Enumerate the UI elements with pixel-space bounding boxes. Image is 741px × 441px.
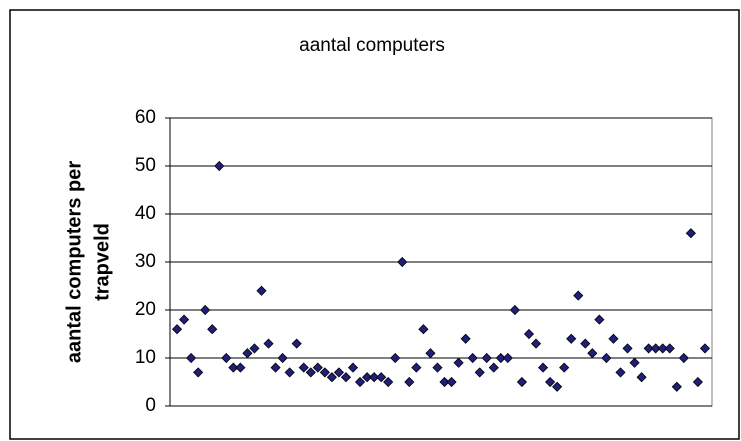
data-point xyxy=(277,352,288,364)
data-point xyxy=(636,372,647,383)
data-point xyxy=(559,362,570,373)
data-point xyxy=(235,362,246,373)
data-point xyxy=(312,362,323,373)
data-point xyxy=(221,352,232,364)
data-point xyxy=(545,376,556,388)
data-point xyxy=(580,338,591,349)
data-point xyxy=(347,362,359,373)
data-point xyxy=(594,314,605,325)
data-point xyxy=(453,357,464,368)
data-point xyxy=(608,333,619,344)
data-point xyxy=(193,367,204,378)
data-point xyxy=(678,352,689,364)
y-tick-label: 30 xyxy=(135,251,156,272)
data-point xyxy=(573,290,584,301)
data-point xyxy=(228,362,239,373)
data-point xyxy=(425,348,436,359)
data-point xyxy=(601,352,612,364)
data-point xyxy=(657,343,668,354)
data-point xyxy=(249,343,260,354)
data-point xyxy=(523,328,535,340)
data-point xyxy=(369,372,380,383)
data-point xyxy=(256,285,267,296)
data-point xyxy=(298,362,309,373)
data-point xyxy=(340,372,352,383)
data-point xyxy=(566,333,577,344)
data-point xyxy=(179,314,190,325)
data-point xyxy=(207,324,218,335)
y-tick-label: 20 xyxy=(135,299,156,320)
data-point xyxy=(664,343,675,354)
data-point xyxy=(333,367,345,378)
data-point xyxy=(319,367,330,378)
y-tick-label: 10 xyxy=(135,347,156,368)
data-point xyxy=(467,352,478,364)
data-point xyxy=(650,343,661,354)
data-point xyxy=(495,352,506,364)
y-tick-label: 60 xyxy=(135,107,156,128)
data-point xyxy=(699,343,711,354)
data-point xyxy=(284,367,295,378)
data-point xyxy=(622,343,633,354)
data-point xyxy=(383,376,394,388)
data-point xyxy=(214,160,225,172)
data-point xyxy=(362,372,373,383)
data-point xyxy=(171,324,183,335)
data-point xyxy=(629,357,640,368)
data-point xyxy=(242,348,253,359)
data-point xyxy=(643,343,654,354)
data-point xyxy=(270,362,281,373)
data-point xyxy=(488,362,499,373)
y-tick-label: 50 xyxy=(135,155,156,176)
data-point xyxy=(587,348,598,359)
data-point xyxy=(186,352,197,364)
data-point xyxy=(502,352,513,364)
y-tick-label: 0 xyxy=(145,395,156,416)
data-point xyxy=(481,352,492,364)
data-point xyxy=(397,256,408,268)
data-point xyxy=(432,362,443,373)
data-point xyxy=(305,367,316,378)
data-point xyxy=(552,381,563,392)
data-point xyxy=(685,228,696,239)
data-point xyxy=(376,372,387,383)
data-point xyxy=(439,376,450,388)
data-point xyxy=(671,381,682,392)
data-point xyxy=(390,352,401,364)
y-axis-label: aantal computers per trapveld xyxy=(63,161,113,364)
data-point xyxy=(326,372,337,383)
data-point xyxy=(354,376,366,388)
y-axis-label-line: trapveld xyxy=(91,223,113,301)
chart-title: aantal computers xyxy=(299,35,445,56)
data-point xyxy=(460,333,471,344)
data-point xyxy=(411,362,422,373)
data-point xyxy=(404,376,415,388)
data-point xyxy=(509,304,520,316)
y-axis-label-line: aantal computers per xyxy=(63,161,85,364)
data-point xyxy=(615,367,626,378)
data-point xyxy=(200,304,211,316)
y-tick-label: 40 xyxy=(135,203,156,224)
data-point xyxy=(291,338,302,349)
data-point xyxy=(446,376,457,388)
data-point xyxy=(692,376,703,388)
data-point xyxy=(530,338,542,349)
data-point xyxy=(516,376,528,388)
data-point xyxy=(474,367,485,378)
data-point xyxy=(418,324,429,335)
data-point xyxy=(537,362,549,373)
data-point xyxy=(263,338,274,349)
